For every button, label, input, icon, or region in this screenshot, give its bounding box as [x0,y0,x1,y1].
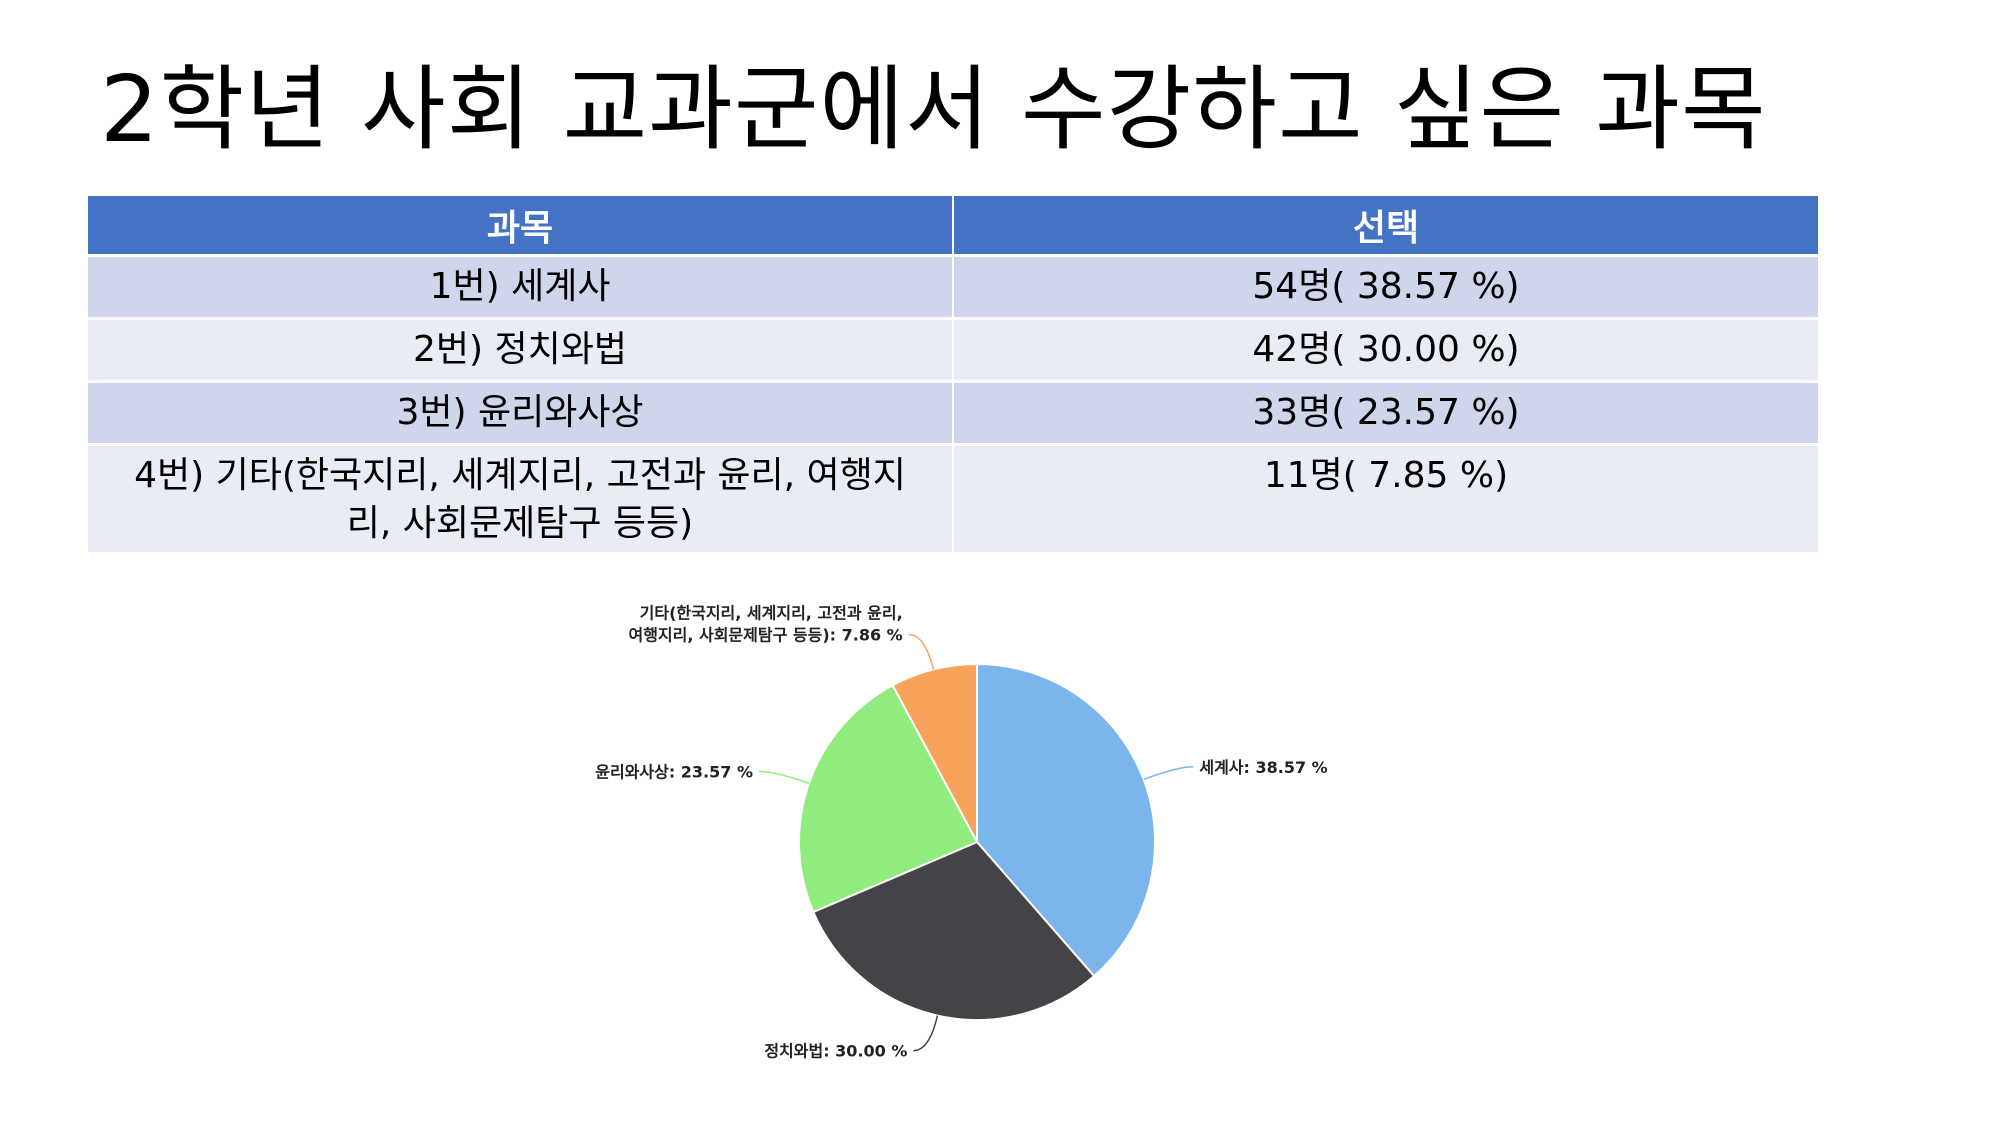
pie-slice-politics-law [812,840,1096,1021]
pie-label-world-history: 세계사: 38.57 % [1199,758,1327,777]
choice-cell: 54명( 38.57 %) [952,255,1820,320]
pie-label-others: 기타(한국지리, 세계지리, 고전과 윤리, 여행지리, 사회문제탐구 등등): … [628,603,902,644]
table-row: 2번) 정치와법 42명( 30.00 %) [86,318,1820,383]
subject-cell: 2번) 정치와법 [86,318,954,383]
slide-title: 2학년 사회 교과군에서 수강하고 싶은 과목 [100,56,1767,163]
pie-connector-ethics-thought [758,770,810,784]
choice-cell: 42명( 30.00 %) [952,318,1820,383]
table-row: 3번) 윤리와사상 33명( 23.57 %) [86,381,1820,446]
header-choice: 선택 [952,196,1820,257]
table-header-row: 과목 선택 [86,196,1820,257]
table-row: 1번) 세계사 54명( 38.57 %) [86,255,1820,320]
choice-cell: 33명( 23.57 %) [952,381,1820,446]
subject-cell: 1번) 세계사 [86,255,954,320]
subject-cell: 4번) 기타(한국지리, 세계지리, 고전과 윤리, 여행지리, 사회문제탐구 … [86,444,954,555]
pie-chart: 세계사: 38.57 % 정치와법: 30.00 % 윤리와사상: 23.57 % 기… [595,603,1327,1061]
choice-cell: 11명( 7.85 %) [952,444,1820,555]
header-subject: 과목 [86,196,954,257]
subject-table: 과목 선택 1번) 세계사 54명( 38.57 %) 2번) 정치와법 42명… [86,196,1820,555]
pie-slice-ethics-thought [798,683,979,914]
pie-label-ethics-thought: 윤리와사상: 23.57 % [595,762,753,781]
pie-connector-world-history [1143,766,1194,781]
table-row: 4번) 기타(한국지리, 세계지리, 고전과 윤리, 여행지리, 사회문제탐구 … [86,444,1820,555]
pie-slice-world-history [976,662,1156,978]
pie-label-politics-law: 정치와법: 30.00 % [764,1042,907,1061]
subject-cell: 3번) 윤리와사상 [86,381,954,446]
pie-connector-others [908,633,935,670]
pie-connector-politics-law [913,1015,939,1052]
